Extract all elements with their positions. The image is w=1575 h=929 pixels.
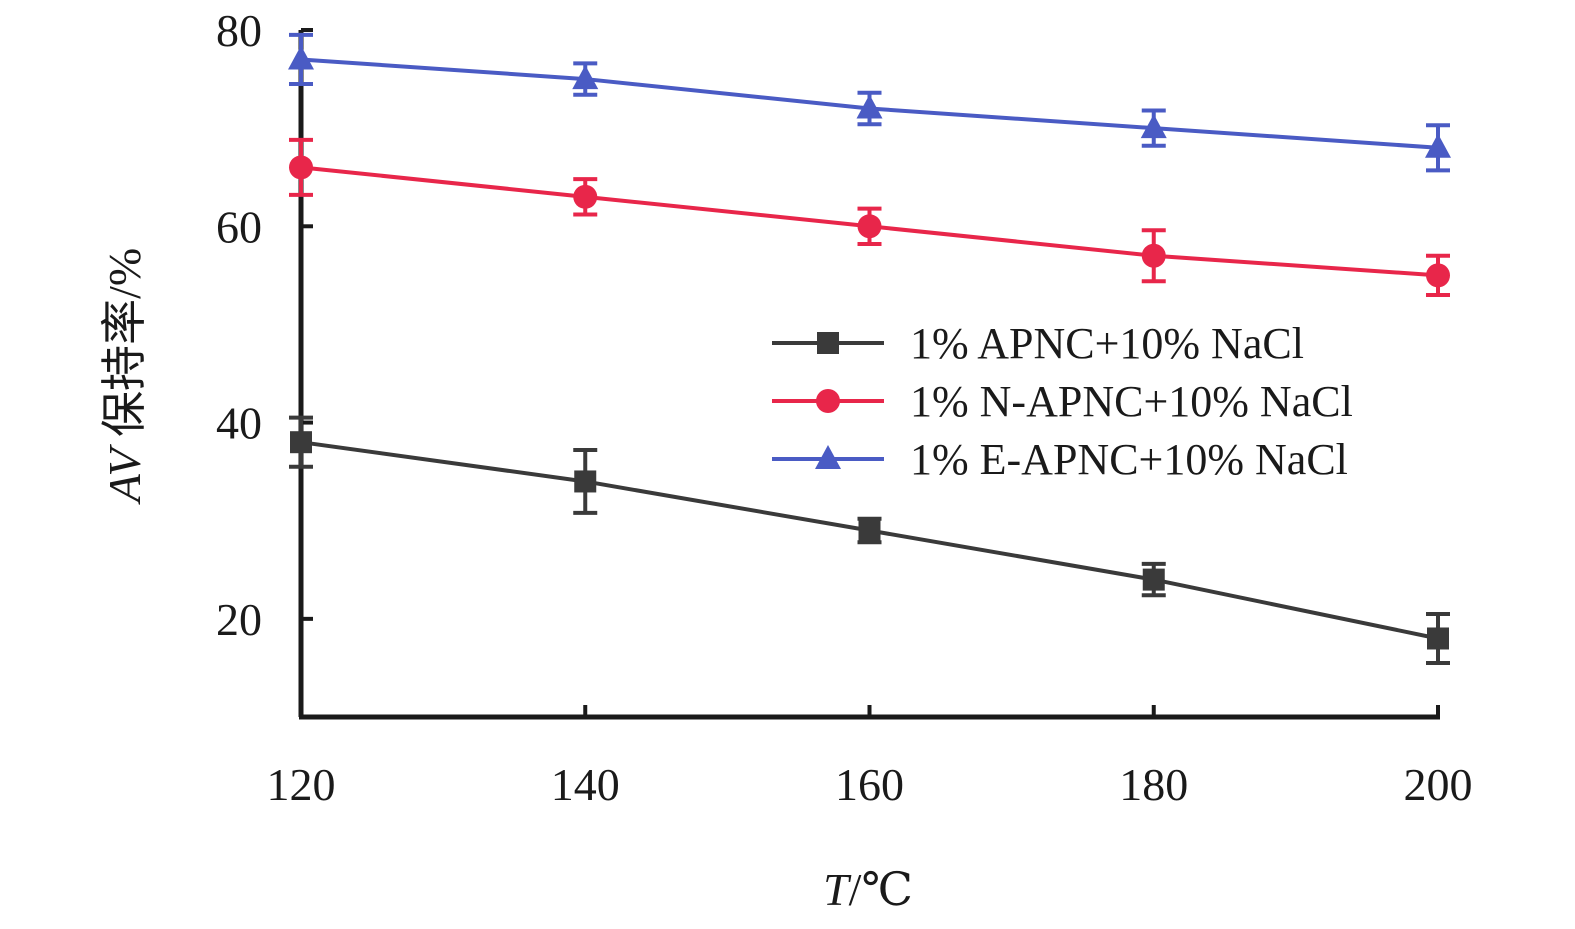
x-tick-label: 140	[551, 759, 620, 810]
data-point	[572, 65, 599, 90]
series	[288, 32, 1451, 173]
x-tick-label: 160	[835, 759, 904, 810]
legend-item: 1% N-APNC+10% NaCl	[772, 377, 1353, 426]
series-layer	[288, 32, 1451, 666]
ticks: 120 140 160 180 200 20 40 60 80	[216, 5, 1473, 810]
series	[289, 137, 1450, 297]
axes	[298, 30, 1440, 720]
legend-label: 1% E-APNC+10% NaCl	[910, 435, 1348, 484]
x-axis-title: T/℃	[823, 864, 913, 915]
x-tick-label: 180	[1119, 759, 1188, 810]
y-axis-variable: AV	[99, 443, 150, 505]
data-point	[288, 45, 314, 70]
x-axis-variable: T	[823, 864, 852, 915]
legend-marker	[815, 445, 841, 469]
data-point	[858, 519, 881, 542]
legend-label: 1% N-APNC+10% NaCl	[910, 377, 1353, 426]
data-point	[1142, 568, 1165, 591]
x-tick-label: 120	[267, 759, 336, 810]
data-point	[1425, 133, 1451, 158]
legend-item: 1% E-APNC+10% NaCl	[772, 435, 1348, 484]
data-point	[289, 155, 313, 180]
y-tick-label: 40	[216, 398, 262, 449]
data-point	[574, 470, 597, 493]
series	[289, 415, 1450, 666]
data-point	[1427, 627, 1449, 650]
data-point	[573, 184, 598, 209]
y-tick-label: 80	[216, 5, 262, 56]
y-tick-label: 20	[216, 594, 262, 645]
data-point	[856, 94, 883, 119]
legend-marker	[816, 389, 840, 413]
y-tick-label: 60	[216, 201, 262, 252]
y-axis-title: AV 保持率/%	[99, 248, 150, 506]
data-point	[1140, 114, 1167, 139]
legend-label: 1% APNC+10% NaCl	[910, 319, 1304, 368]
legend-marker	[817, 332, 839, 354]
y-axis-unit: 保持率/%	[99, 248, 150, 449]
x-tick-label: 200	[1404, 759, 1473, 810]
data-point	[1141, 243, 1166, 268]
data-point	[857, 214, 882, 239]
data-point	[1426, 263, 1450, 288]
data-point	[290, 431, 312, 454]
legend-item: 1% APNC+10% NaCl	[772, 319, 1304, 368]
legend: 1% APNC+10% NaCl 1% N-APNC+10% NaCl 1% E-A…	[772, 319, 1353, 484]
x-axis-unit: /℃	[849, 864, 913, 915]
